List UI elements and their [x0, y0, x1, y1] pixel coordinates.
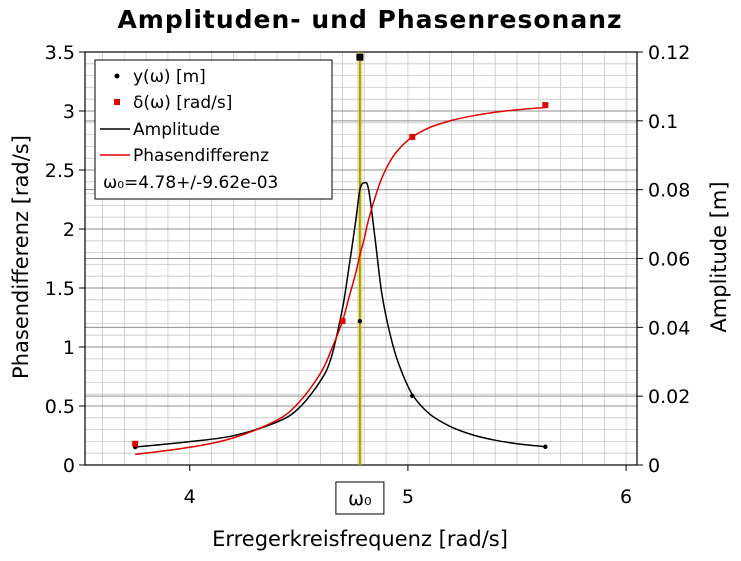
y-right-axis-ticks: 0 0.02 0.04 0.06 0.08 0.1 0.12	[637, 42, 690, 477]
y-left-tick-label: 0.5	[45, 396, 75, 418]
omega0-tick-box	[335, 481, 385, 515]
legend-marker-amplitude-points	[114, 73, 120, 79]
y-right-tick-label: 0.12	[648, 42, 690, 64]
x-axis-ticks: 4 5 6	[184, 465, 632, 508]
data-point-phase	[339, 318, 346, 325]
x-tick-label: 5	[402, 486, 414, 508]
data-point-phase	[132, 440, 139, 447]
legend-label-phase-line: Phasendifferenz	[133, 146, 269, 166]
omega0-top-marker	[356, 53, 364, 61]
series-line-2	[135, 181, 546, 448]
data-point-phase	[409, 133, 416, 140]
x-axis-label: Erregerkreisfrequenz [rad/s]	[212, 527, 508, 551]
y-left-tick-label: 1.5	[45, 278, 75, 300]
y-left-tick-label: 3	[63, 101, 75, 123]
y-left-tick-label: 1	[63, 337, 75, 359]
legend-omega0-result: ω₀=4.78+/-9.62e-03	[103, 173, 278, 193]
y-right-tick-label: 0	[648, 455, 660, 477]
y-left-tick-label: 2.5	[45, 160, 75, 182]
y-left-tick-label: 3.5	[45, 42, 75, 64]
legend-box	[94, 59, 333, 200]
y-axis-right-label: Amplitude [m]	[707, 181, 731, 332]
data-point-amplitude	[410, 393, 415, 399]
omega0-marker-line	[356, 52, 364, 465]
y-left-axis-ticks: 0 0.5 1 1.5 2 2.5 3 3.5	[45, 42, 85, 477]
y-right-tick-label: 0.06	[648, 249, 690, 271]
data-point-amplitude	[543, 444, 548, 449]
legend-marker-phase-points	[114, 99, 120, 105]
data-point-phase	[542, 102, 549, 109]
data-points	[132, 102, 549, 450]
chart-title: Amplituden- und Phasenresonanz	[117, 5, 622, 34]
y-left-tick-label: 0	[63, 455, 75, 477]
x-tick-label: 6	[620, 486, 632, 508]
series-line-3	[135, 106, 546, 456]
y-axis-left-label: Phasendifferenz [rad/s]	[9, 135, 33, 379]
legend: y(ω) [m] δ(ω) [rad/s] Amplitude Phasendi…	[94, 59, 333, 200]
y-right-tick-label: 0.08	[648, 180, 690, 202]
y-right-tick-label: 0.04	[648, 317, 690, 339]
legend-label-phase-points: δ(ω) [rad/s]	[133, 93, 232, 113]
curves	[135, 106, 546, 456]
legend-label-amplitude-line: Amplitude	[133, 120, 220, 140]
x-tick-label: 4	[184, 486, 196, 508]
y-right-tick-label: 0.1	[648, 111, 678, 133]
omega0-tick-label: ω₀	[348, 488, 372, 510]
data-point-amplitude	[357, 318, 363, 324]
legend-label-amplitude-points: y(ω) [m]	[133, 67, 206, 87]
y-left-tick-label: 2	[63, 219, 75, 241]
y-right-tick-label: 0.02	[648, 386, 690, 408]
